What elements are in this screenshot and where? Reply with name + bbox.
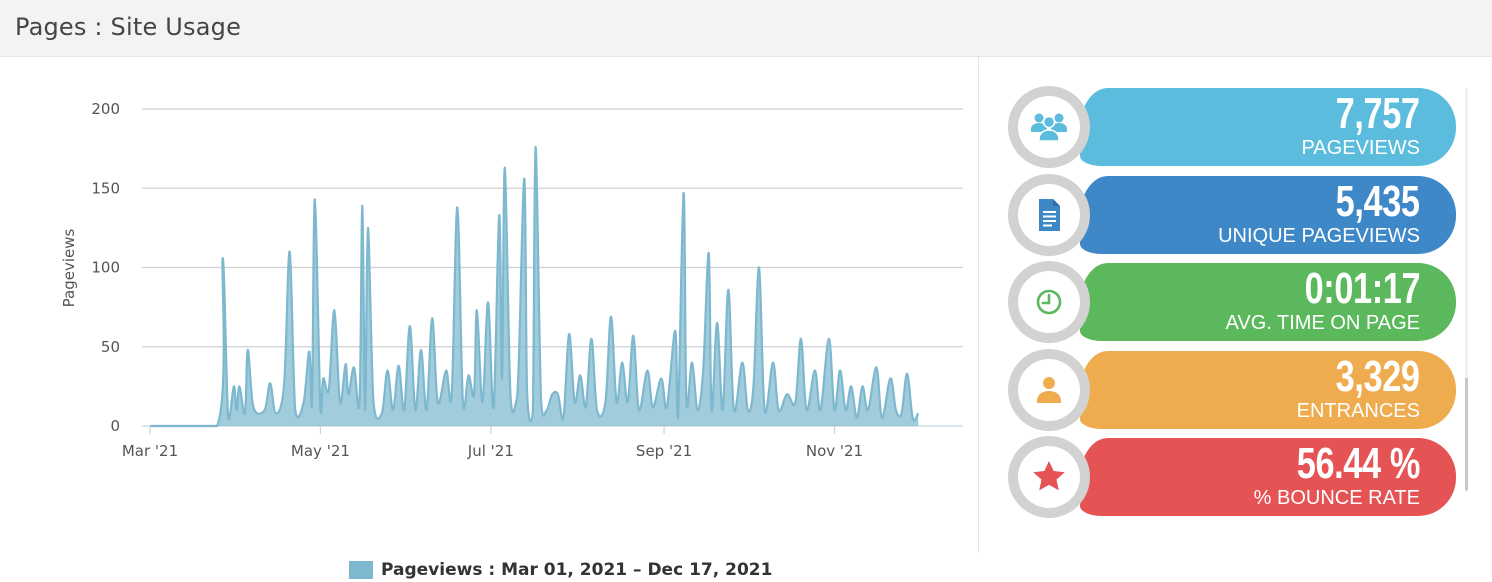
stat-card-unique-pageviews[interactable]: 5,435 UNIQUE PAGEVIEWS (1008, 173, 1456, 256)
stat-icon-disc (1018, 96, 1080, 158)
stat-bar: 5,435 UNIQUE PAGEVIEWS (1080, 175, 1456, 254)
stats-scrollbar-track[interactable] (1465, 88, 1468, 492)
stat-label: UNIQUE PAGEVIEWS (1218, 224, 1420, 247)
pageviews-chart: 0 50 100 150 200 Pageviews Mar '21 May '21 Jul '… (60, 100, 963, 460)
stat-label: ENTRANCES (1296, 399, 1420, 422)
document-icon (1018, 184, 1080, 246)
stat-icon-disc (1018, 183, 1080, 246)
stat-icon-ring (1008, 436, 1090, 518)
legend-label: Pageviews : Mar 01, 2021 – Dec 17, 2021 (381, 560, 773, 580)
stat-value: 56.44 % (1296, 439, 1421, 488)
panel-divider (978, 57, 979, 553)
stat-value: 7,757 (1336, 89, 1420, 138)
user-icon (1018, 359, 1080, 421)
x-tick-label: Sep '21 (636, 442, 692, 460)
users-icon (1018, 96, 1080, 158)
y-tick-label: 150 (91, 179, 120, 197)
y-tick-label: 200 (91, 100, 120, 118)
stat-label: PAGEVIEWS (1301, 137, 1420, 159)
stat-icon-ring (1008, 86, 1090, 168)
stat-value: 5,435 (1336, 176, 1420, 226)
stat-bar: 0:01:17 AVG. TIME ON PAGE (1080, 263, 1456, 341)
star-icon (1018, 446, 1080, 508)
y-tick-label: 100 (91, 259, 120, 277)
y-axis-label: Pageviews (60, 228, 78, 307)
stat-value: 0:01:17 (1304, 264, 1420, 313)
stat-label: AVG. TIME ON PAGE (1225, 312, 1420, 334)
clock-icon (1018, 271, 1080, 333)
series-line[interactable] (150, 145, 920, 428)
chart-panel: 0 50 100 150 200 Pageviews Mar '21 May '21 Jul '… (0, 57, 978, 580)
stat-bar: 7,757 PAGEVIEWS (1080, 88, 1456, 166)
stats-scrollbar-thumb[interactable] (1465, 378, 1468, 490)
panel-header: Pages : Site Usage (0, 0, 1492, 57)
panel-title: Pages : Site Usage (15, 13, 242, 41)
x-tick-label: Nov '21 (806, 442, 863, 460)
y-tick-label: 50 (101, 338, 120, 356)
legend-swatch (349, 561, 373, 579)
stat-icon-ring (1008, 173, 1090, 256)
y-tick-label: 0 (110, 417, 120, 435)
stat-icon-disc (1018, 358, 1080, 421)
stat-icon-disc (1018, 446, 1080, 508)
stat-bar: 3,329 ENTRANCES (1080, 350, 1456, 429)
stat-card-entrances[interactable]: 3,329 ENTRANCES (1008, 348, 1456, 431)
stat-card-bounce-rate[interactable]: 56.44 %% BOUNCE RATE (1008, 436, 1456, 518)
x-tick-label: Jul '21 (467, 442, 514, 460)
chart-legend[interactable]: Pageviews : Mar 01, 2021 – Dec 17, 2021 (349, 558, 772, 582)
stat-card-avg-time-on-page[interactable]: 0:01:17 AVG. TIME ON PAGE (1008, 261, 1456, 343)
x-tick-label: Mar '21 (122, 442, 178, 460)
x-tick-label: May '21 (291, 442, 350, 460)
stat-icon-ring (1008, 348, 1090, 431)
stat-icon-ring (1008, 261, 1090, 343)
stat-value: 3,329 (1336, 351, 1420, 401)
stat-icon-disc (1018, 271, 1080, 333)
stat-bar: 56.44 %% BOUNCE RATE (1080, 438, 1456, 516)
stat-label: % BOUNCE RATE (1253, 487, 1420, 509)
stat-card-pageviews[interactable]: 7,757 PAGEVIEWS (1008, 86, 1456, 168)
